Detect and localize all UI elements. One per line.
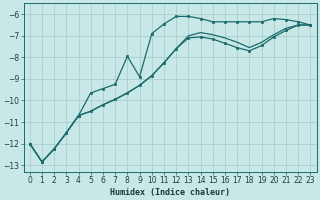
X-axis label: Humidex (Indice chaleur): Humidex (Indice chaleur): [110, 188, 230, 197]
